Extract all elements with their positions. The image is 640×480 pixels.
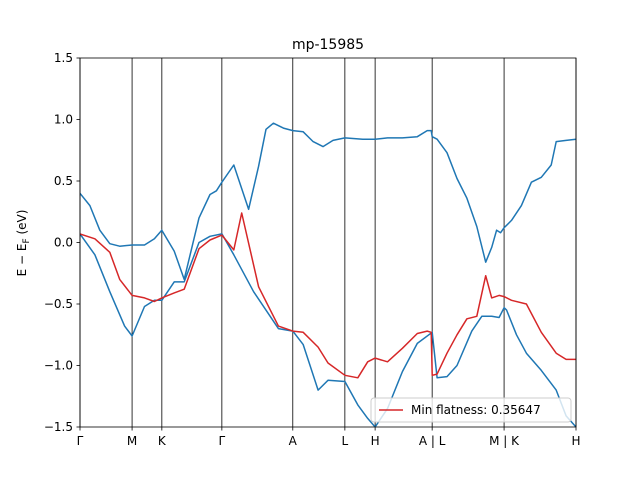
y-tick-label-3: 0.0 bbox=[54, 236, 73, 250]
band-line-1 bbox=[80, 233, 576, 427]
legend-box bbox=[370, 397, 572, 423]
x-tick-label-9: H bbox=[571, 434, 580, 448]
y-tick-label-2: 0.5 bbox=[54, 174, 73, 188]
x-tick-label-8: M | K bbox=[489, 434, 520, 448]
x-tick-label-5: L bbox=[342, 434, 349, 448]
axes: 1.5 1.0 0.5 0.0 −0.5 −1.0 −1.5 Γ M K Γ A L H A | L M | … bbox=[44, 51, 581, 448]
x-tick-label-3: Γ bbox=[219, 434, 226, 448]
y-tick-label-0: 1.5 bbox=[54, 51, 73, 65]
x-tick-label-2: K bbox=[158, 434, 167, 448]
chart-title: mp-15985 bbox=[292, 37, 364, 53]
y-tick-label-4: −0.5 bbox=[44, 297, 73, 311]
x-tick-label-4: A bbox=[289, 434, 298, 448]
band-line-2 bbox=[80, 212, 576, 379]
svg-text:E − EF (eV): E − EF (eV) bbox=[15, 210, 32, 277]
y-tick-label-5: −1.0 bbox=[44, 359, 73, 373]
x-tick-label-6: H bbox=[371, 434, 380, 448]
x-tick-label-1: M bbox=[127, 434, 137, 448]
y-tick-label-6: −1.5 bbox=[44, 420, 73, 434]
y-tick-label-1: 1.0 bbox=[54, 113, 73, 127]
x-tick-label-0: Γ bbox=[77, 434, 84, 448]
x-tick-label-7: A | L bbox=[419, 434, 446, 448]
band-line-0 bbox=[80, 122, 576, 281]
legend-label: Min flatness: 0.35647 bbox=[411, 403, 541, 417]
legend: Min flatness: 0.35647 bbox=[370, 397, 572, 423]
y-axis-label: E − EF (eV) bbox=[15, 210, 32, 277]
